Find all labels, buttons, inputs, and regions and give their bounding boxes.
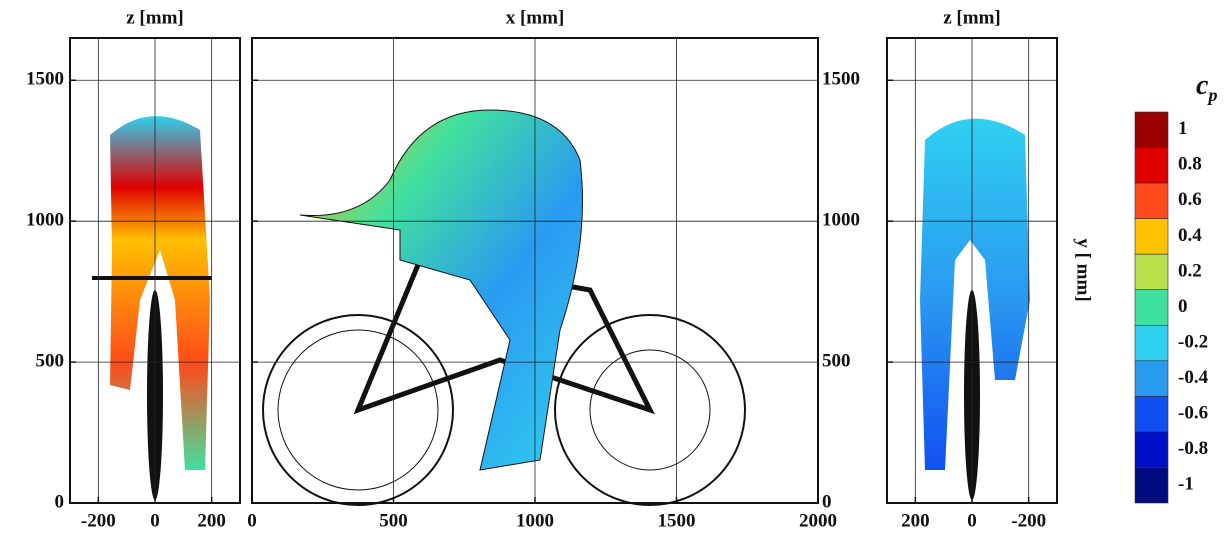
y-tick-label: 1000: [822, 210, 860, 231]
figure: z [mm]-2000200050010001500x [mm]05001000…: [0, 0, 1226, 534]
x-tick-label: 0: [150, 510, 160, 531]
y-axis-title: y [ mm]: [1073, 238, 1094, 301]
x-axis-title: z [mm]: [943, 7, 1001, 28]
colorbar-tick-label: 0.8: [1178, 154, 1202, 175]
y-tick-label: 0: [822, 491, 832, 512]
y-tick-label: 500: [822, 350, 851, 371]
colorbar-band: [1135, 254, 1168, 290]
colorbar-tick-label: -0.8: [1178, 438, 1208, 459]
colorbar-tick-label: -1: [1178, 474, 1194, 495]
colorbar-title-main: c: [1196, 70, 1209, 101]
x-tick-label: -200: [81, 510, 116, 531]
colorbar-tick-label: 0.4: [1178, 225, 1202, 246]
x-axis-title: x [mm]: [506, 7, 565, 28]
colorbar-band: [1135, 219, 1168, 255]
colorbar-tick-label: -0.4: [1178, 367, 1209, 388]
colorbar-band: [1135, 325, 1168, 361]
colorbar-tick-label: 0.2: [1178, 260, 1202, 281]
front-view-art: [92, 116, 212, 500]
y-tick-label: 0: [55, 491, 65, 512]
colorbar-band: [1135, 467, 1168, 503]
colorbar-tick-label: 1: [1178, 118, 1188, 139]
x-tick-label: 2000: [799, 510, 837, 531]
x-tick-label: 1500: [658, 510, 696, 531]
x-tick-label: -200: [1011, 510, 1046, 531]
colorbar-band: [1135, 396, 1168, 432]
x-axis-title: z [mm]: [126, 7, 184, 28]
colorbar-tick-label: -0.6: [1178, 402, 1208, 423]
colorbar-band: [1135, 148, 1168, 184]
back-view-art: [920, 119, 1030, 500]
colorbar-title-sub: p: [1206, 85, 1217, 105]
x-tick-label: 200: [901, 510, 930, 531]
colorbar-band: [1135, 112, 1168, 148]
colorbar-tick-label: -0.2: [1178, 331, 1208, 352]
colorbar-band: [1135, 290, 1168, 326]
x-tick-label: 0: [247, 510, 257, 531]
y-tick-label: 500: [36, 350, 65, 371]
y-tick-label: 1500: [822, 69, 860, 90]
colorbar-tick-label: 0: [1178, 296, 1188, 317]
colorbar-band: [1135, 432, 1168, 468]
y-tick-label: 1500: [26, 69, 64, 90]
colorbar-band: [1135, 183, 1168, 219]
x-tick-label: 500: [379, 510, 408, 531]
x-tick-label: 200: [197, 510, 226, 531]
colorbar-title: cp: [1196, 70, 1217, 105]
colorbar-tick-label: 0.6: [1178, 189, 1202, 210]
side-view-art: [263, 110, 745, 505]
colorbar-band: [1135, 361, 1168, 397]
x-tick-label: 1000: [516, 510, 554, 531]
y-tick-label: 1000: [26, 210, 64, 231]
x-tick-label: 0: [967, 510, 977, 531]
